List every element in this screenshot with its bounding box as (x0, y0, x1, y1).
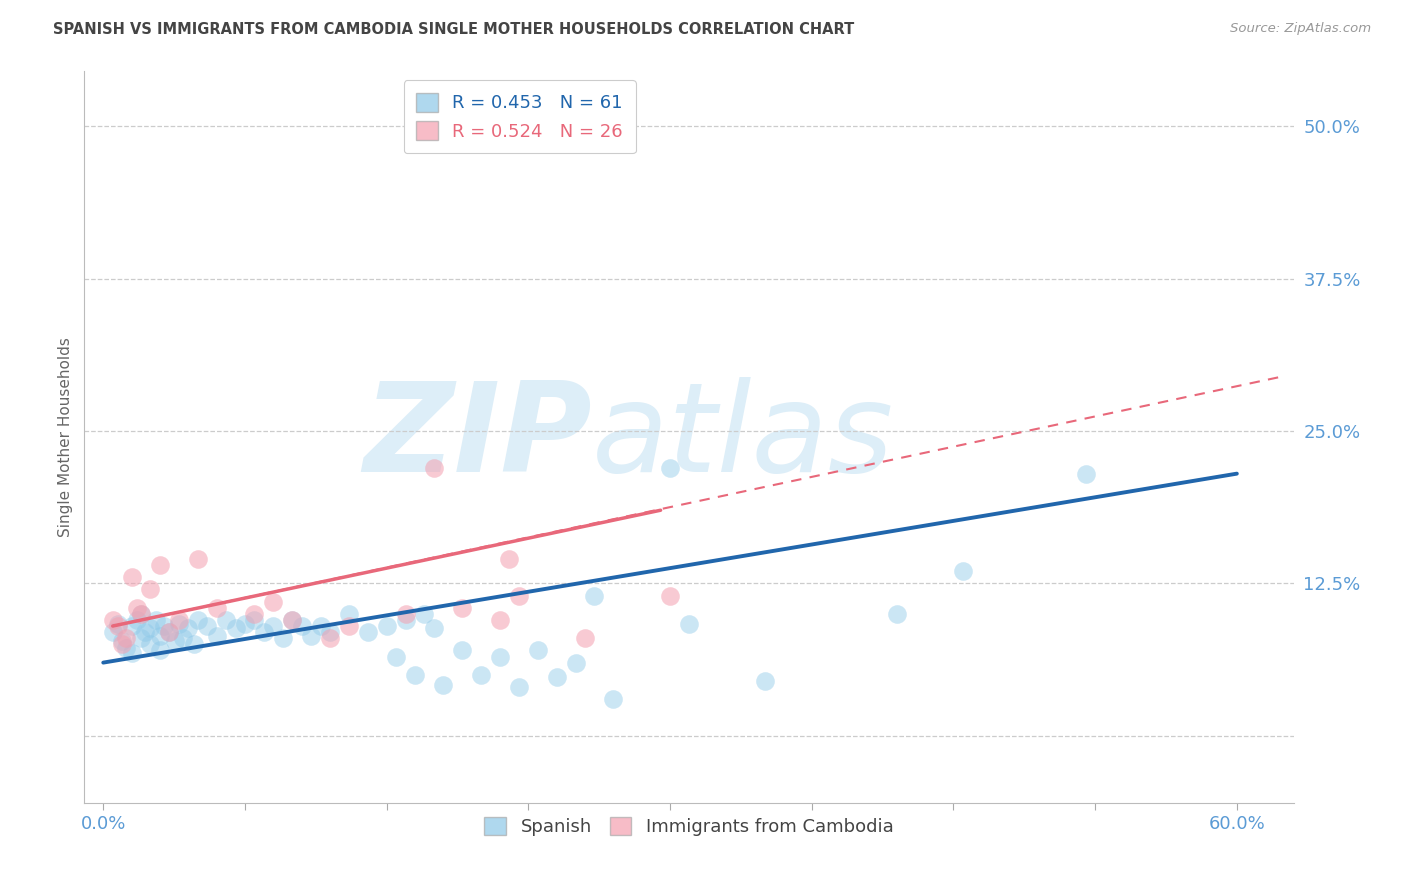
Point (574, 632, 596, 646)
Point (489, 649, 512, 664)
Point (319, 632, 342, 646)
Text: atlas: atlas (592, 376, 894, 498)
Point (205, 629, 228, 643)
Point (423, 460, 446, 475)
Point (281, 613, 304, 627)
Point (225, 622, 247, 636)
Point (470, 667, 492, 682)
Point (1074, 467, 1097, 481)
Point (149, 643, 172, 657)
Point (527, 643, 550, 657)
Point (243, 607, 266, 621)
Point (115, 632, 138, 646)
Point (121, 619, 143, 633)
Point (145, 613, 167, 627)
Point (659, 460, 682, 475)
Point (121, 646, 143, 660)
Point (167, 616, 190, 631)
Point (134, 625, 156, 640)
Point (309, 619, 332, 633)
Point (357, 625, 380, 640)
Point (107, 616, 129, 631)
Point (404, 667, 426, 682)
Point (602, 692, 624, 706)
Point (115, 640, 138, 655)
Point (952, 564, 974, 578)
Point (129, 607, 152, 621)
Point (129, 607, 152, 621)
Point (101, 625, 124, 640)
Point (754, 673, 776, 688)
Point (205, 600, 228, 615)
Point (195, 619, 218, 633)
Point (291, 619, 314, 633)
Point (215, 613, 238, 627)
Point (253, 625, 276, 640)
Text: SPANISH VS IMMIGRANTS FROM CAMBODIA SINGLE MOTHER HOUSEHOLDS CORRELATION CHART: SPANISH VS IMMIGRANTS FROM CAMBODIA SING… (53, 22, 855, 37)
Point (157, 625, 180, 640)
Point (508, 680, 530, 694)
Point (127, 613, 149, 627)
Point (183, 637, 205, 651)
Y-axis label: Single Mother Households: Single Mother Households (58, 337, 73, 537)
Point (375, 619, 398, 633)
Point (385, 649, 408, 664)
Point (546, 670, 568, 684)
Point (111, 637, 134, 651)
Point (177, 622, 200, 636)
Point (101, 613, 124, 627)
Point (678, 616, 700, 631)
Point (583, 589, 606, 603)
Point (659, 589, 682, 603)
Point (451, 600, 474, 615)
Point (139, 637, 162, 651)
Point (187, 613, 209, 627)
Point (167, 613, 190, 627)
Point (243, 613, 266, 627)
Point (129, 632, 152, 646)
Point (498, 552, 520, 566)
Point (423, 622, 446, 636)
Point (165, 633, 187, 648)
Point (233, 616, 256, 631)
Point (271, 632, 294, 646)
Point (432, 677, 454, 691)
Point (337, 619, 360, 633)
Point (451, 643, 474, 657)
Point (337, 607, 360, 621)
Point (281, 613, 304, 627)
Point (152, 619, 174, 633)
Point (299, 629, 322, 643)
Point (262, 595, 284, 609)
Point (187, 552, 209, 566)
Point (107, 619, 129, 633)
Point (139, 582, 162, 597)
Point (121, 570, 143, 584)
Text: ZIP: ZIP (364, 376, 592, 498)
Point (262, 619, 284, 633)
Point (319, 625, 342, 640)
Point (111, 633, 134, 648)
Point (149, 629, 172, 643)
Point (489, 613, 512, 627)
Point (127, 600, 149, 615)
Legend: Spanish, Immigrants from Cambodia: Spanish, Immigrants from Cambodia (471, 804, 907, 848)
Point (394, 607, 416, 621)
Point (149, 558, 172, 573)
Point (394, 613, 416, 627)
Point (886, 607, 908, 621)
Point (172, 632, 194, 646)
Point (157, 625, 180, 640)
Point (139, 622, 162, 636)
Point (564, 656, 586, 670)
Point (508, 589, 530, 603)
Point (413, 607, 436, 621)
Text: Source: ZipAtlas.com: Source: ZipAtlas.com (1230, 22, 1371, 36)
